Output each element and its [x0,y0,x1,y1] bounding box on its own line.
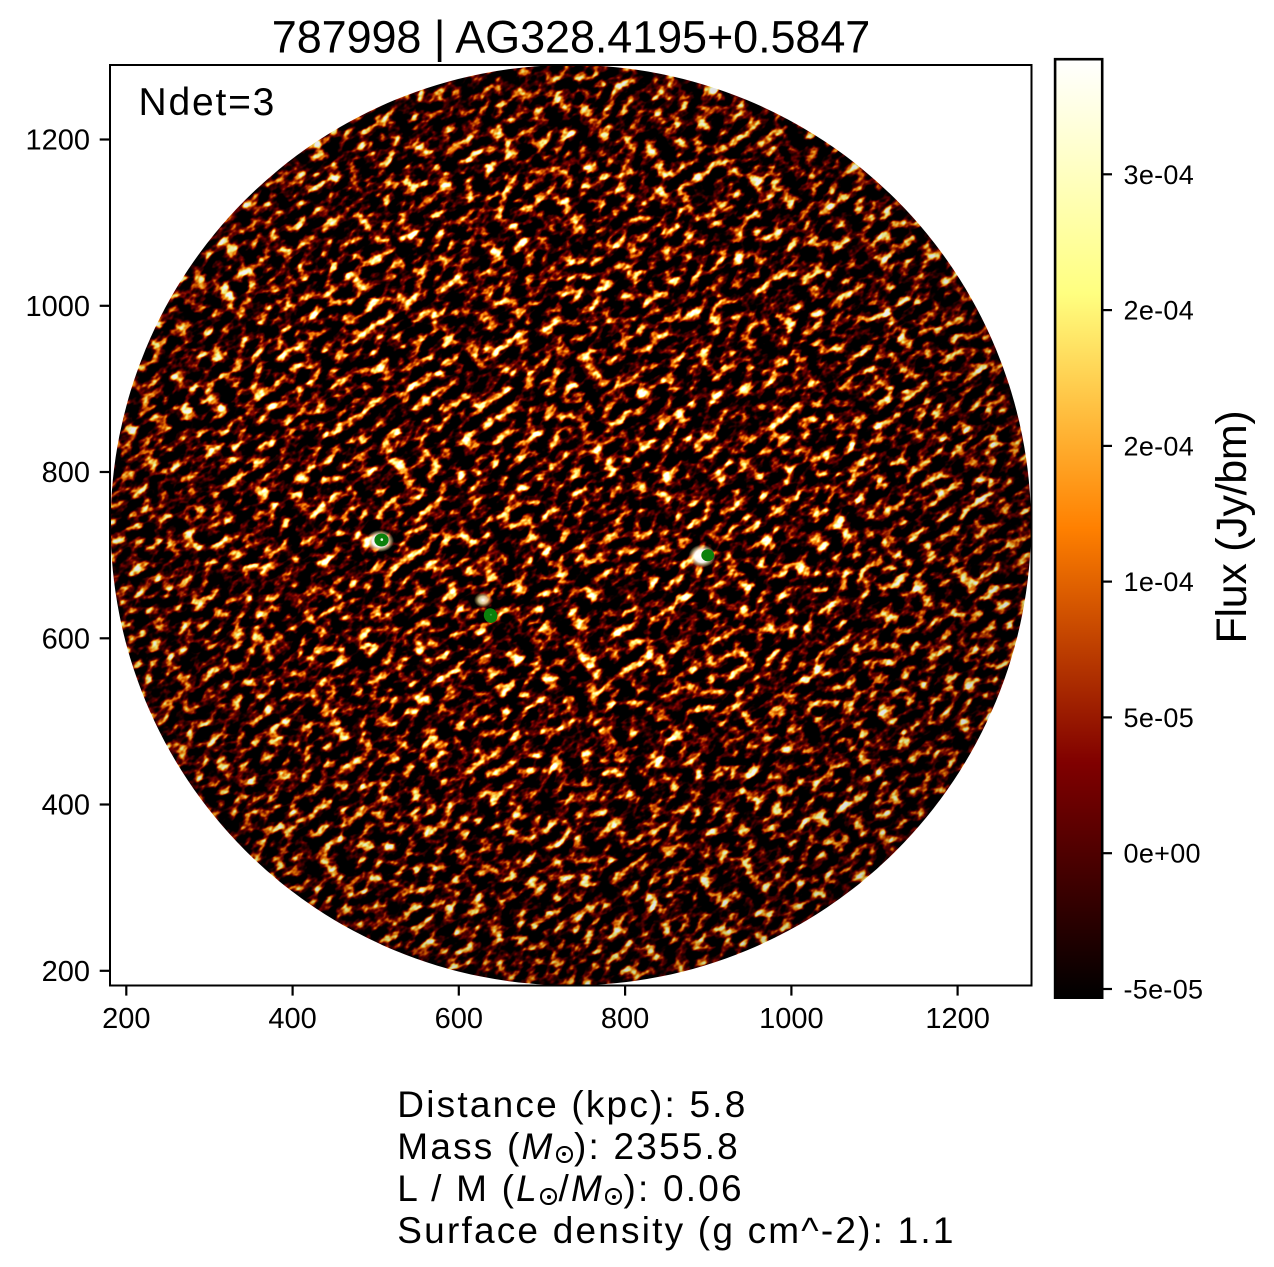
svg-text:800: 800 [42,457,90,489]
svg-text:1200: 1200 [925,1003,990,1035]
svg-text:600: 600 [435,1003,483,1035]
svg-text:800: 800 [601,1003,649,1035]
svg-text:200: 200 [102,1003,150,1035]
svg-text:600: 600 [42,624,90,656]
svg-text:0e+00: 0e+00 [1124,839,1201,869]
svg-text:Ndet=3: Ndet=3 [139,81,277,124]
svg-text:2e-04: 2e-04 [1124,296,1195,326]
svg-text:5e-05: 5e-05 [1124,703,1195,733]
svg-text:1e-04: 1e-04 [1124,567,1195,597]
svg-text:1200: 1200 [25,125,90,157]
svg-text:400: 400 [42,790,90,822]
svg-text:-5e-05: -5e-05 [1124,975,1204,1005]
svg-text:2e-04: 2e-04 [1124,431,1195,461]
svg-text:Flux (Jy/bm): Flux (Jy/bm) [1208,411,1256,644]
svg-text:787998 | AG328.4195+0.5847: 787998 | AG328.4195+0.5847 [272,12,870,63]
svg-text:1000: 1000 [25,291,90,323]
svg-text:3e-04: 3e-04 [1124,160,1195,190]
svg-text:200: 200 [42,956,90,988]
svg-text:1000: 1000 [759,1003,824,1035]
svg-text:400: 400 [268,1003,316,1035]
